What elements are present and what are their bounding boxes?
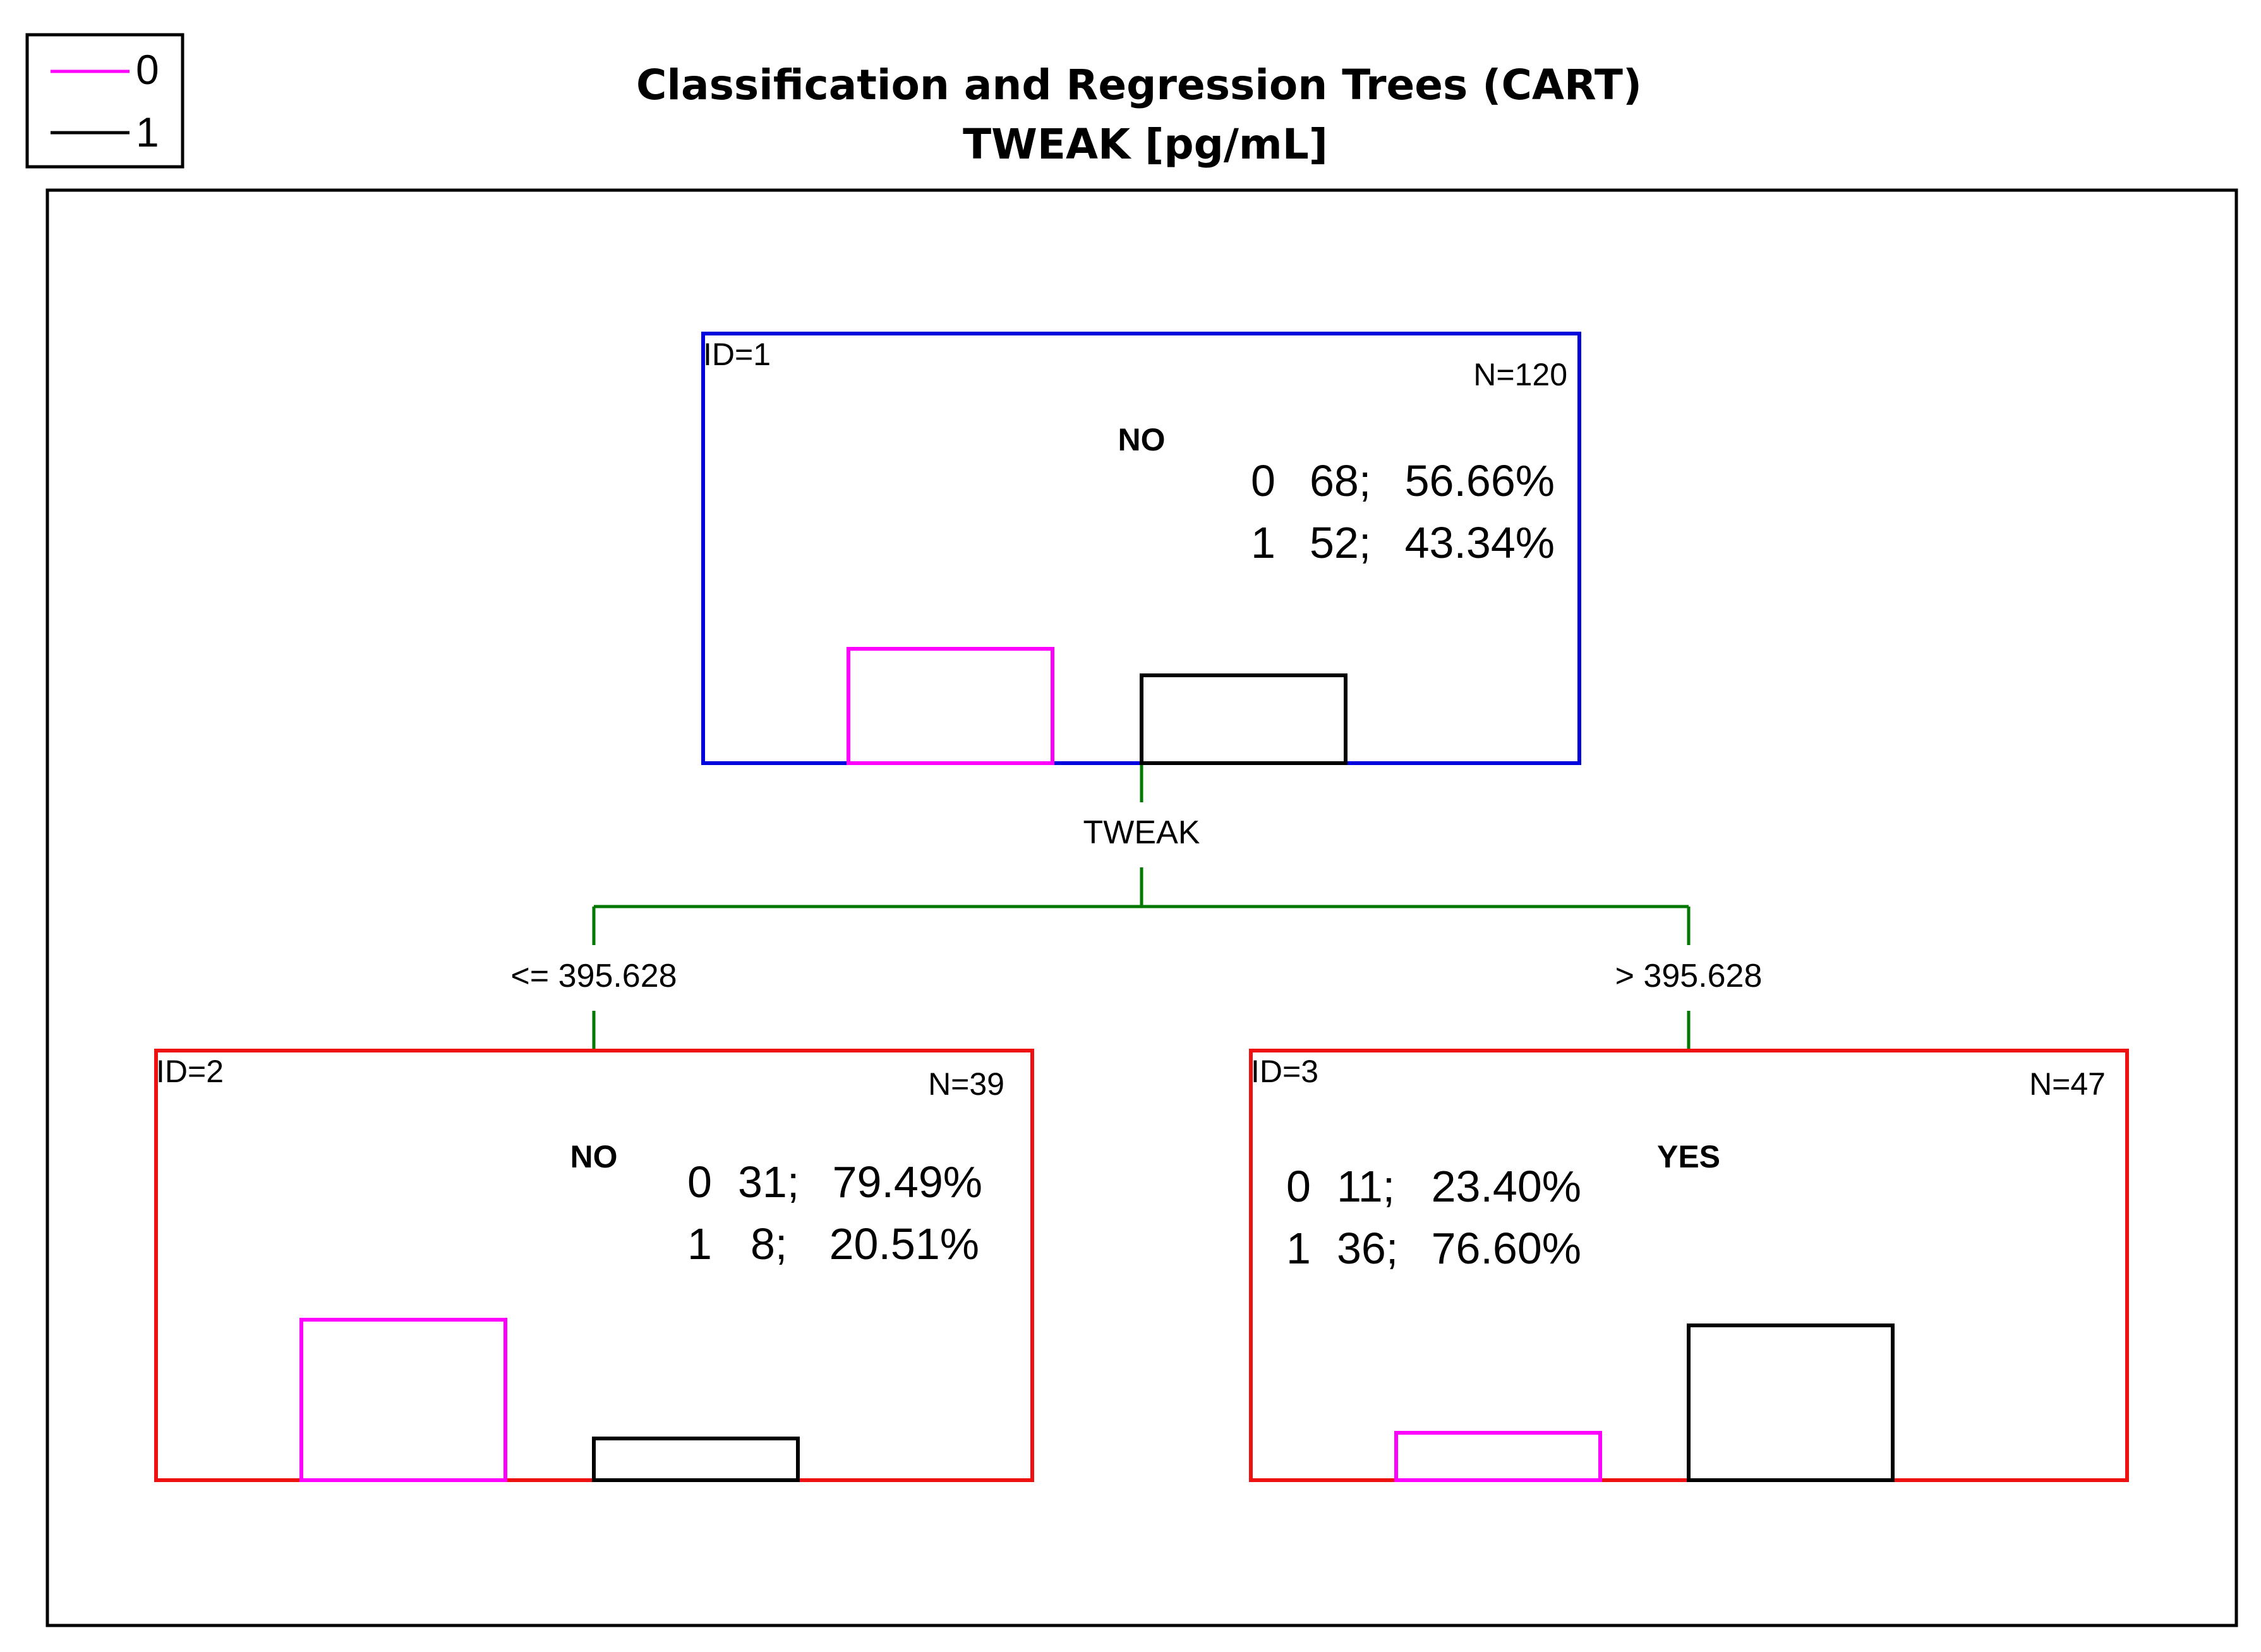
legend-label-1: 1 <box>136 109 159 155</box>
node-row-0-pct: 79.49% <box>833 1157 982 1207</box>
tree-node-1: ID=1 N=120 NO 0 68; 56.66% 1 52; 43.34% <box>701 332 1581 765</box>
legend-label-0: 0 <box>136 46 159 93</box>
node-id: ID=3 <box>1251 1054 1318 1089</box>
node-row-0-count: 11; <box>1337 1162 1395 1211</box>
node-prediction: NO <box>570 1139 618 1174</box>
node-n: N=47 <box>2029 1066 2106 1102</box>
tree-node-2: ID=2 N=39 NO 0 31; 79.49% 1 8; 20.51% <box>154 1049 1034 1482</box>
node-row-0-class: 0 <box>1286 1162 1311 1211</box>
node-row-1-class: 1 <box>687 1219 712 1269</box>
node-row-0-count: 68; <box>1310 456 1371 505</box>
node-row-0-pct: 23.40% <box>1432 1162 1581 1211</box>
chart-subtitle: TWEAK [pg/mL] <box>963 120 1328 169</box>
node-row-0-pct: 56.66% <box>1405 456 1555 505</box>
tree-node-3: ID=3 N=47 YES 0 11; 23.40% 1 36; 76.60% <box>1249 1049 2129 1482</box>
chart-title: Classification and Regression Trees (CAR… <box>636 61 1642 109</box>
bar-class-0 <box>299 1318 507 1482</box>
bar-class-1 <box>592 1437 800 1482</box>
node-row-1-pct: 20.51% <box>829 1219 979 1269</box>
bar-class-0 <box>1394 1431 1602 1482</box>
bar-class-1 <box>1687 1323 1895 1482</box>
node-row-1-count: 52; <box>1310 518 1371 567</box>
bar-class-1 <box>1140 673 1348 765</box>
legend-frame <box>25 33 184 169</box>
split-right-condition: > 395.628 <box>1615 958 1763 994</box>
node-row-0-class: 0 <box>1251 456 1275 505</box>
split-left-condition: <= 395.628 <box>510 958 677 994</box>
node-row-0-count: 31; <box>738 1157 799 1207</box>
tree-edges <box>592 763 1691 1051</box>
node-row-0-class: 0 <box>687 1157 712 1207</box>
node-row-1-pct: 76.60% <box>1432 1224 1581 1273</box>
split-variable: TWEAK <box>1083 814 1200 851</box>
bar-class-0 <box>847 647 1054 765</box>
plot-frame <box>45 188 2238 1627</box>
node-n: N=120 <box>1473 357 1567 392</box>
node-n: N=39 <box>928 1066 1004 1102</box>
node-id: ID=1 <box>703 337 771 372</box>
node-row-1-pct: 43.34% <box>1405 518 1555 567</box>
node-row-1-class: 1 <box>1251 518 1275 567</box>
node-row-1-class: 1 <box>1286 1224 1311 1273</box>
node-row-1-count: 8; <box>751 1219 787 1269</box>
node-prediction: YES <box>1657 1139 1720 1174</box>
legend: 0 1 <box>25 33 184 169</box>
node-row-1-count: 36; <box>1337 1224 1398 1273</box>
node-id: ID=2 <box>156 1054 224 1089</box>
node-prediction: NO <box>1118 422 1166 457</box>
